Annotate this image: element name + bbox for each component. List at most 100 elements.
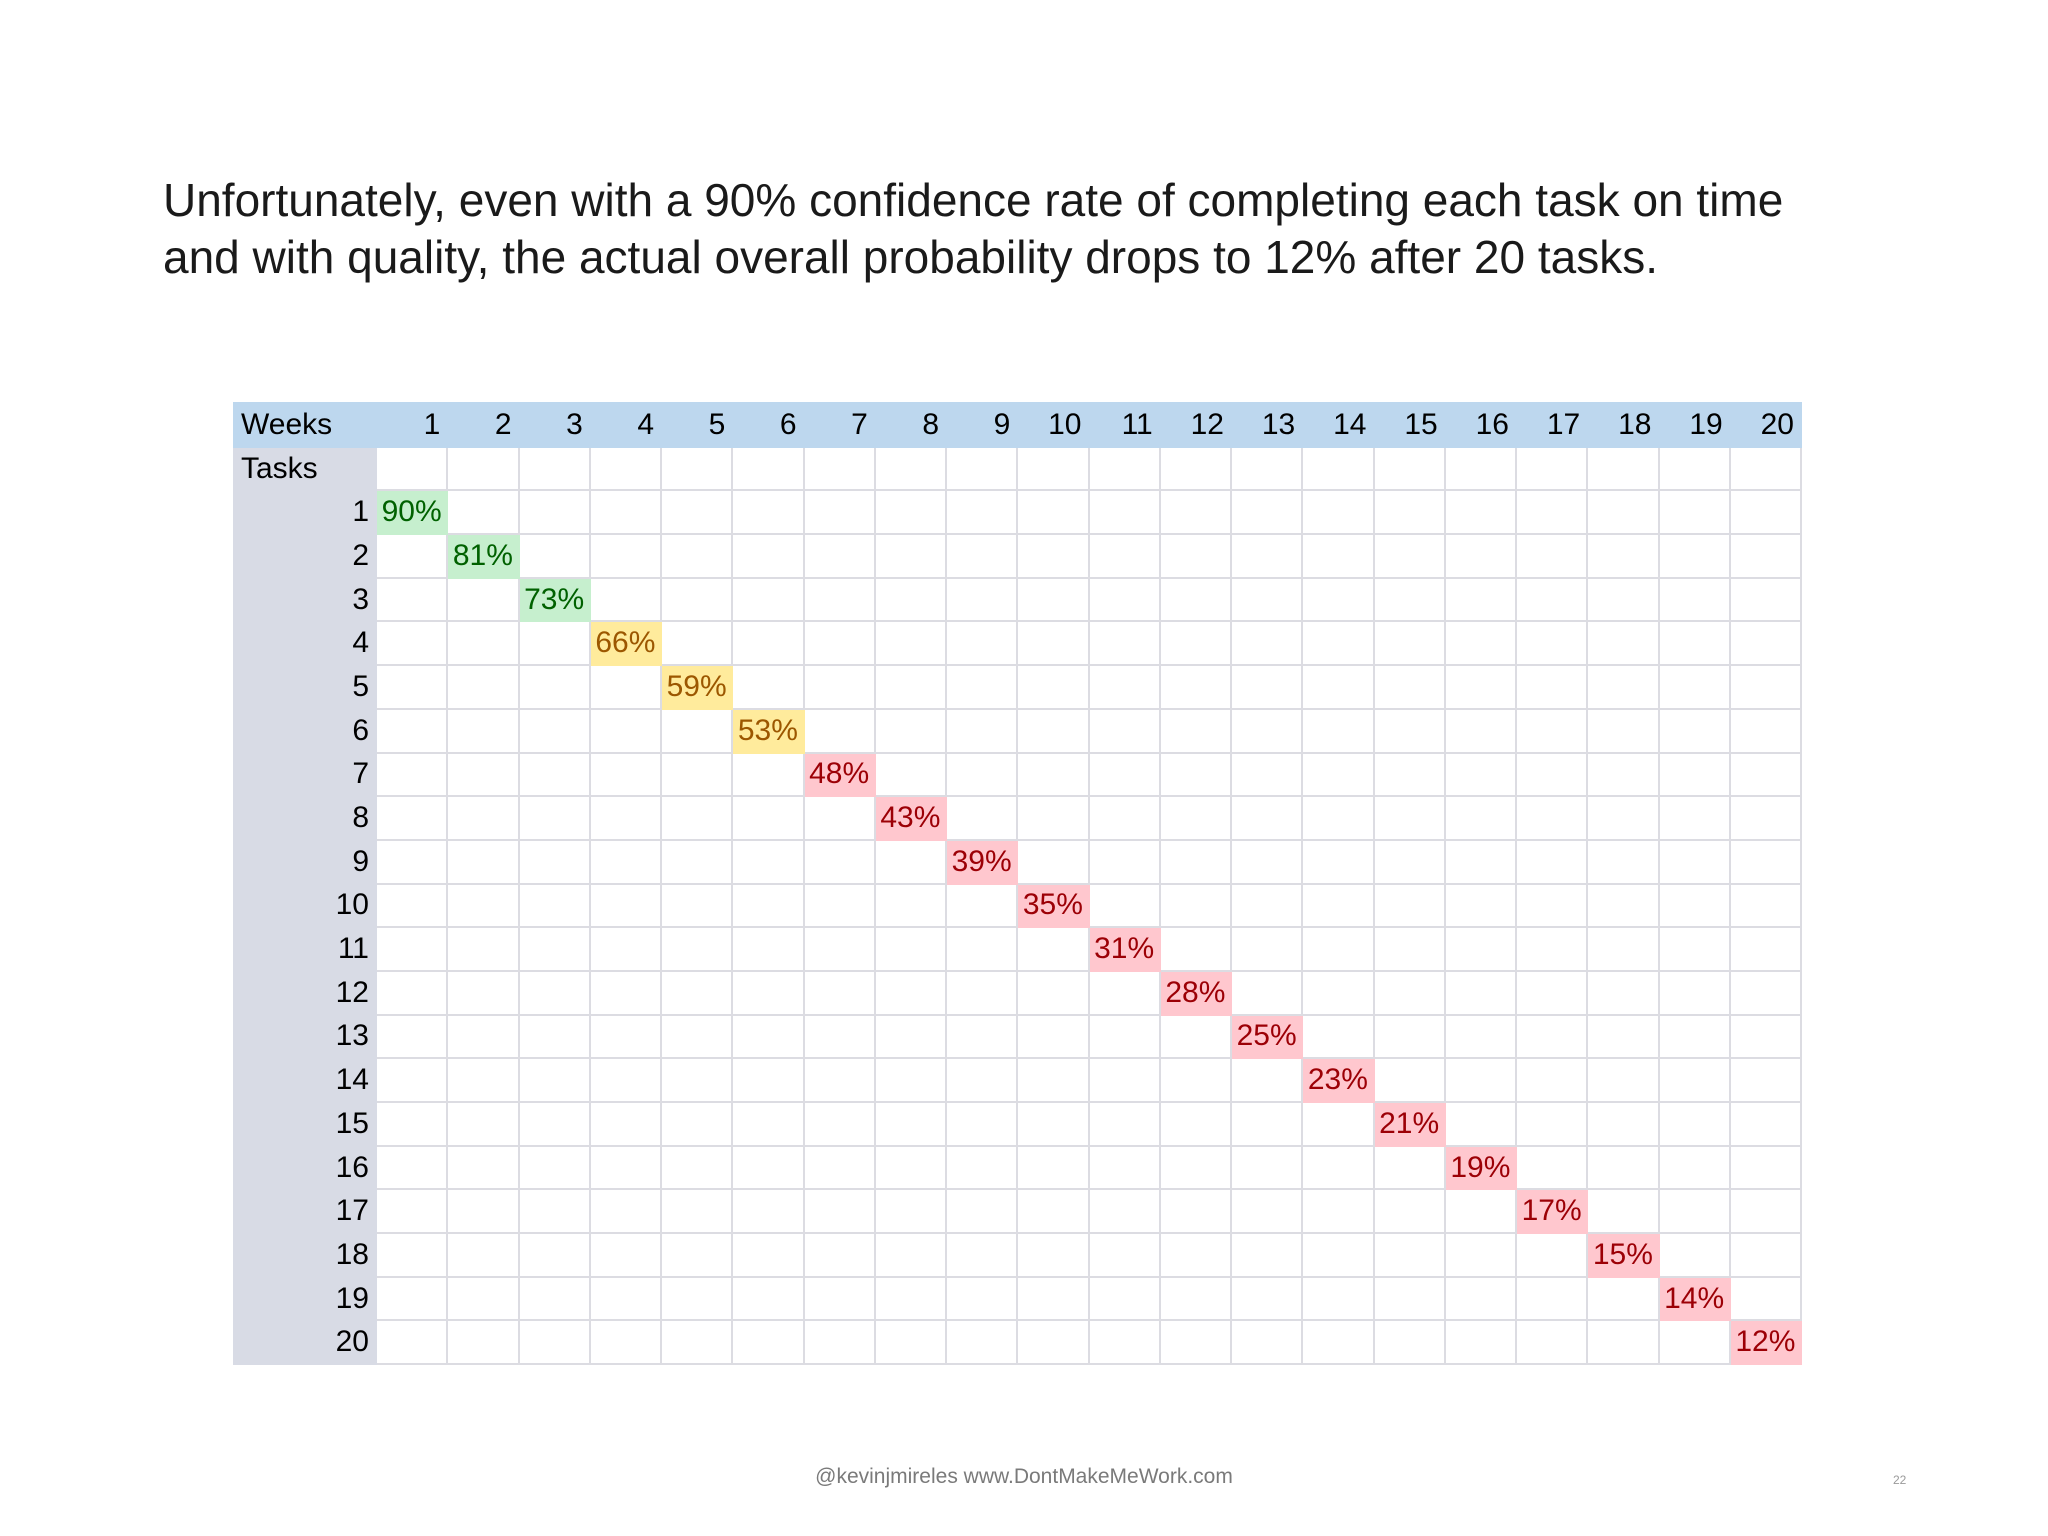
empty-cell bbox=[731, 445, 805, 492]
empty-cell bbox=[1443, 926, 1518, 972]
empty-cell bbox=[1657, 664, 1731, 710]
empty-cell bbox=[1301, 489, 1375, 536]
table-row: 17 17% bbox=[233, 1188, 1803, 1235]
empty-cell bbox=[1514, 1057, 1589, 1103]
empty-cell bbox=[1301, 751, 1375, 798]
empty-cell bbox=[1087, 707, 1161, 754]
empty-cell bbox=[1372, 1319, 1446, 1366]
empty-cell bbox=[1657, 1188, 1731, 1235]
empty-cell bbox=[1301, 882, 1375, 929]
empty-cell bbox=[374, 882, 449, 929]
empty-cell bbox=[446, 664, 520, 710]
empty-cell bbox=[374, 795, 449, 841]
empty-cell bbox=[1728, 664, 1803, 710]
empty-cell bbox=[1158, 445, 1233, 492]
empty-cell bbox=[446, 1101, 520, 1147]
week-header-6: 6 bbox=[731, 402, 805, 448]
week-header-4: 4 bbox=[588, 402, 663, 448]
empty-cell bbox=[1586, 620, 1660, 667]
empty-cell bbox=[802, 1275, 876, 1322]
empty-cell bbox=[944, 1101, 1019, 1147]
empty-cell bbox=[1728, 445, 1803, 492]
probability-cell: 39% bbox=[944, 838, 1019, 885]
empty-cell bbox=[1229, 664, 1304, 710]
empty-cell bbox=[1016, 795, 1090, 841]
empty-cell bbox=[1158, 926, 1233, 972]
task-number-12: 12 bbox=[233, 969, 377, 1016]
footer-credit: @kevinjmireles www.DontMakeMeWork.com bbox=[815, 1465, 1233, 1488]
week-header-1: 1 bbox=[374, 402, 449, 448]
empty-cell bbox=[517, 1232, 591, 1278]
empty-cell bbox=[588, 1101, 663, 1147]
empty-cell bbox=[517, 838, 591, 885]
empty-cell bbox=[873, 1144, 948, 1191]
empty-cell bbox=[659, 969, 734, 1016]
empty-cell bbox=[1016, 969, 1090, 1016]
empty-cell bbox=[1657, 489, 1731, 536]
empty-cell bbox=[446, 576, 520, 623]
empty-cell bbox=[1728, 1275, 1803, 1322]
empty-cell bbox=[517, 1319, 591, 1366]
empty-cell bbox=[446, 1232, 520, 1278]
empty-cell bbox=[873, 707, 948, 754]
empty-cell bbox=[1372, 969, 1446, 1016]
weeks-header-row: Weeks 1 2 3 4 5 6 7 8 9 10 11 12 13 14 15 16 17 18 19 20 bbox=[233, 402, 1803, 448]
empty-cell bbox=[1657, 707, 1731, 754]
empty-cell bbox=[1514, 969, 1589, 1016]
empty-cell bbox=[944, 445, 1019, 492]
empty-cell bbox=[1301, 445, 1375, 492]
empty-cell bbox=[1229, 795, 1304, 841]
empty-cell bbox=[944, 1275, 1019, 1322]
empty-cell bbox=[1372, 489, 1446, 536]
empty-cell bbox=[1087, 1275, 1161, 1322]
empty-cell bbox=[1443, 576, 1518, 623]
empty-cell bbox=[588, 969, 663, 1016]
task-number-3: 3 bbox=[233, 576, 377, 623]
empty-cell bbox=[1443, 1275, 1518, 1322]
empty-cell bbox=[1087, 751, 1161, 798]
empty-cell bbox=[588, 445, 663, 492]
empty-cell bbox=[1301, 620, 1375, 667]
empty-cell bbox=[731, 795, 805, 841]
empty-cell bbox=[588, 576, 663, 623]
table-row: 15 21% bbox=[233, 1101, 1803, 1147]
probability-cell: 17% bbox=[1514, 1188, 1589, 1235]
empty-cell bbox=[446, 838, 520, 885]
empty-cell bbox=[873, 489, 948, 536]
empty-cell bbox=[1657, 838, 1731, 885]
empty-cell bbox=[659, 795, 734, 841]
empty-cell bbox=[659, 882, 734, 929]
empty-cell bbox=[517, 489, 591, 536]
empty-cell bbox=[446, 1013, 520, 1060]
empty-cell bbox=[873, 1101, 948, 1147]
empty-cell bbox=[1229, 576, 1304, 623]
task-number-19: 19 bbox=[233, 1275, 377, 1322]
week-header-19: 19 bbox=[1657, 402, 1731, 448]
empty-cell bbox=[1158, 751, 1233, 798]
empty-cell bbox=[374, 576, 449, 623]
empty-cell bbox=[374, 838, 449, 885]
empty-cell bbox=[873, 838, 948, 885]
empty-cell bbox=[588, 1188, 663, 1235]
empty-cell bbox=[944, 1144, 1019, 1191]
empty-cell bbox=[1158, 620, 1233, 667]
empty-cell bbox=[659, 576, 734, 623]
empty-cell bbox=[873, 1013, 948, 1060]
empty-cell bbox=[1514, 1101, 1589, 1147]
empty-cell bbox=[517, 1057, 591, 1103]
empty-cell bbox=[1728, 882, 1803, 929]
probability-cell: 15% bbox=[1586, 1232, 1660, 1278]
empty-cell bbox=[1229, 533, 1304, 579]
empty-cell bbox=[374, 1232, 449, 1278]
empty-cell bbox=[1514, 838, 1589, 885]
empty-cell bbox=[1016, 664, 1090, 710]
empty-cell bbox=[1443, 489, 1518, 536]
empty-cell bbox=[1016, 1275, 1090, 1322]
empty-cell bbox=[1158, 707, 1233, 754]
empty-cell bbox=[802, 445, 876, 492]
empty-cell bbox=[588, 1057, 663, 1103]
empty-cell bbox=[374, 926, 449, 972]
empty-cell bbox=[731, 1101, 805, 1147]
table-row: 2 81% bbox=[233, 533, 1803, 579]
empty-cell bbox=[802, 1057, 876, 1103]
